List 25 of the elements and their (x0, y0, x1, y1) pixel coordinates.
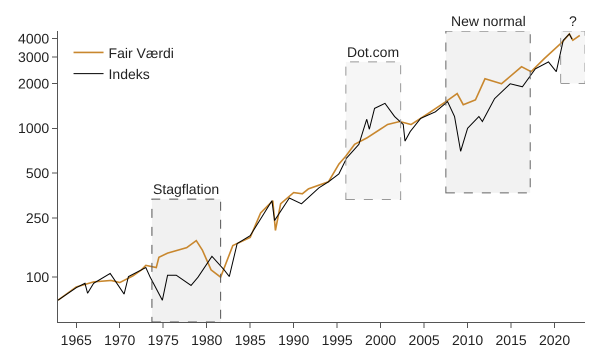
x-tick-label: 1980 (191, 332, 222, 348)
y-tick-label: 100 (26, 269, 50, 286)
band-label: Dot.com (347, 44, 400, 60)
y-tick-label: 2000 (18, 75, 50, 92)
x-tick-label: 1990 (278, 332, 310, 348)
x-tick-label: 1970 (104, 332, 136, 348)
y-tick-label: 3000 (18, 49, 50, 66)
x-tick-label: 2020 (538, 332, 570, 348)
band-label: ? (569, 13, 577, 29)
y-tick-label: 1000 (18, 120, 50, 136)
x-tick-label: 2005 (408, 332, 440, 348)
x-tick-label: 2000 (365, 332, 396, 348)
x-tick-label: 2010 (452, 332, 484, 348)
x-tick-label: 1975 (148, 332, 180, 348)
x-tick-label: 2015 (496, 332, 527, 348)
legend-label: Indeks (108, 66, 150, 82)
y-tick-label: 4000 (18, 30, 50, 47)
band-label: New normal (451, 13, 526, 29)
y-tick-label: 500 (26, 164, 50, 181)
legend-label: Fair Værdi (108, 44, 174, 61)
x-tick-label: 1965 (60, 332, 92, 348)
y-tick-label: 250 (26, 210, 50, 226)
band-label: Stagflation (153, 181, 220, 197)
x-tick-label: 1995 (322, 332, 353, 348)
x-tick-label: 1985 (234, 332, 266, 348)
